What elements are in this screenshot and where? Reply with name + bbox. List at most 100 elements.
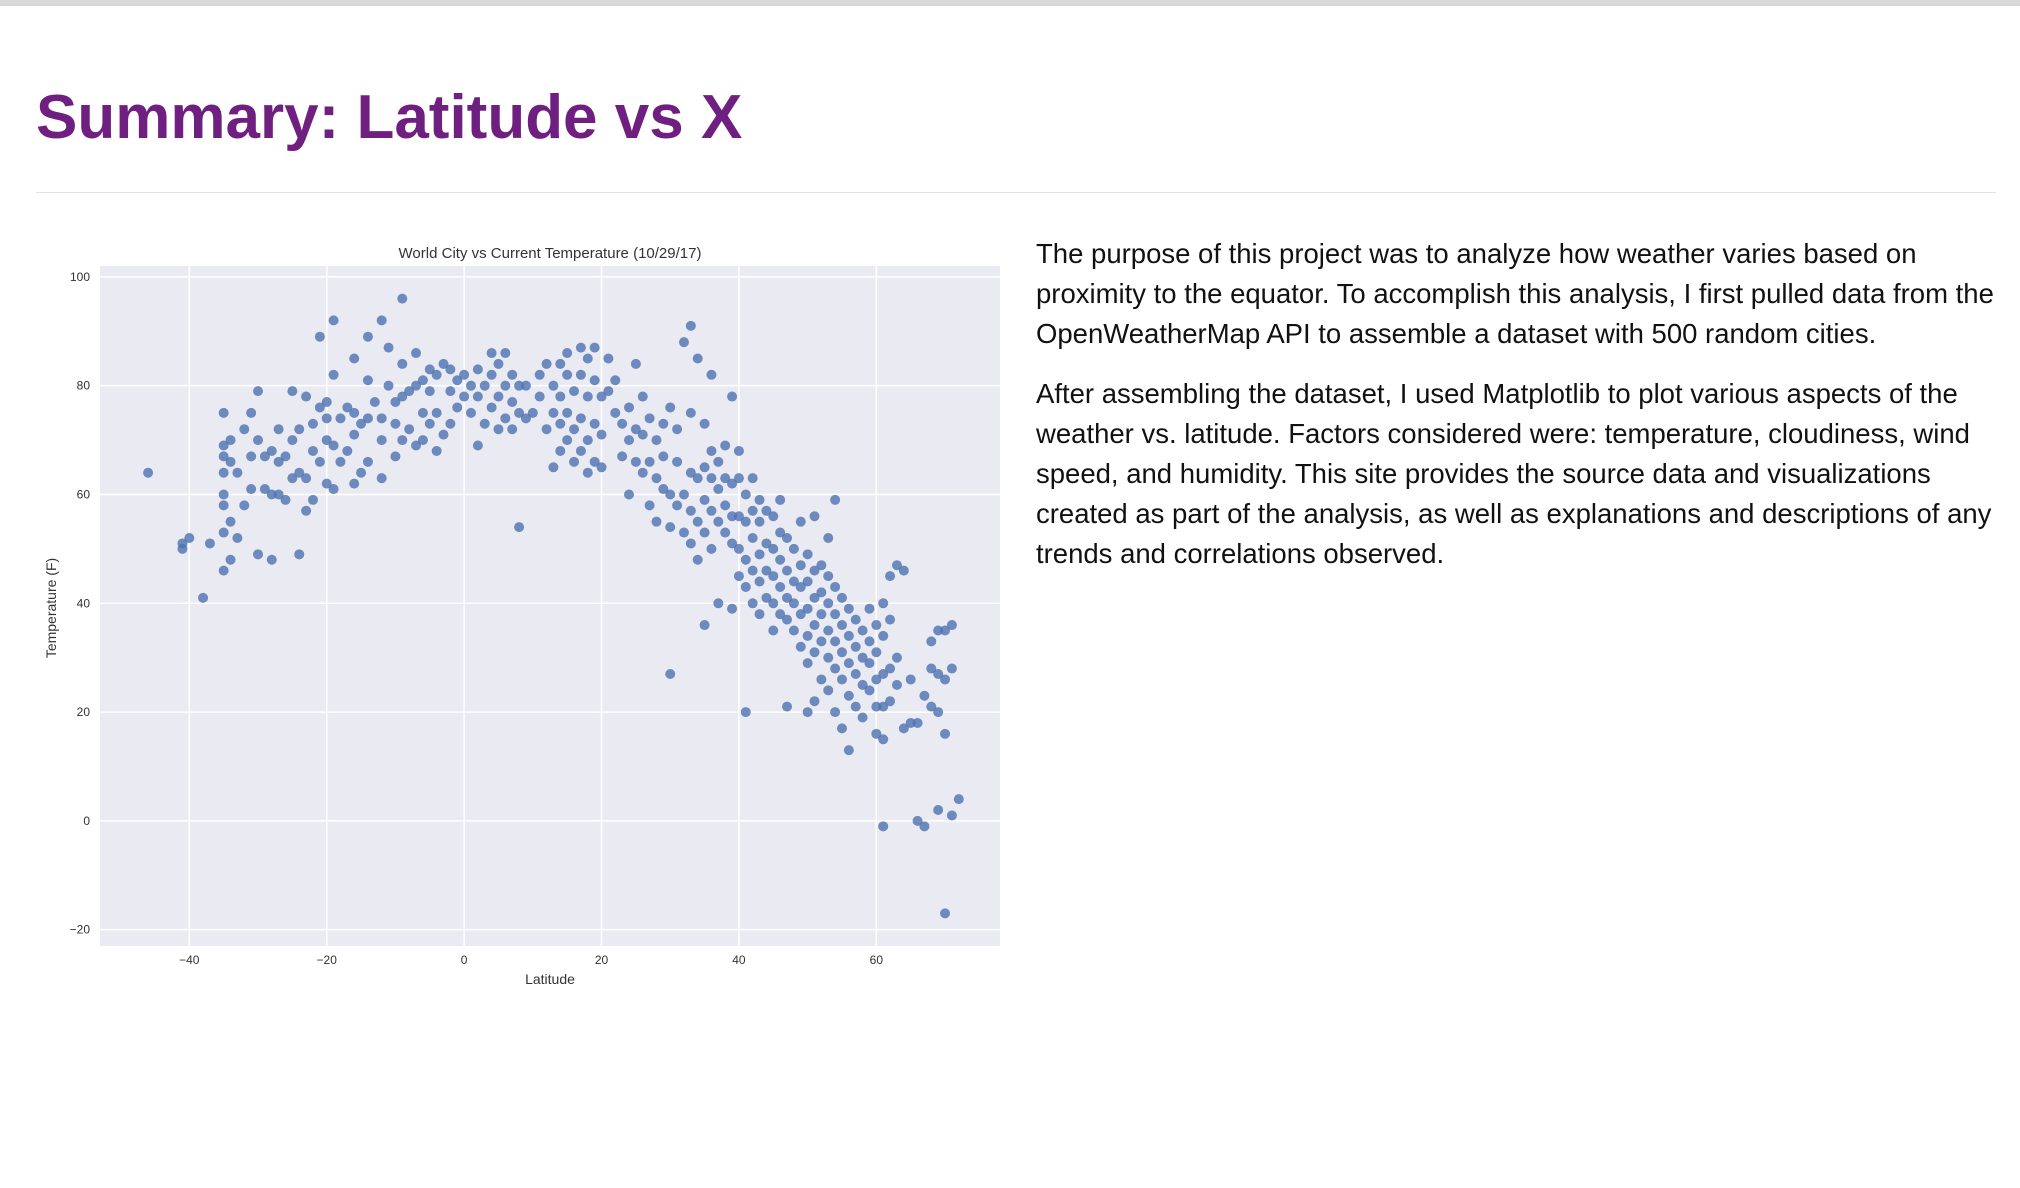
data-point	[630, 358, 641, 369]
data-point	[782, 701, 793, 712]
data-point	[287, 386, 298, 397]
data-point	[472, 364, 483, 375]
data-point	[830, 707, 841, 718]
data-point	[809, 592, 820, 603]
data-point	[843, 690, 854, 701]
data-point	[836, 592, 847, 603]
data-point	[713, 456, 724, 467]
data-point	[747, 473, 758, 484]
data-point	[253, 435, 264, 446]
data-point	[926, 663, 937, 674]
data-point	[830, 663, 841, 674]
data-point	[740, 516, 751, 527]
data-point	[823, 571, 834, 582]
data-point	[747, 505, 758, 516]
data-point	[733, 543, 744, 554]
data-point	[507, 369, 518, 380]
data-point	[472, 440, 483, 451]
data-point	[514, 407, 525, 418]
data-point	[802, 630, 813, 641]
data-point	[713, 484, 724, 495]
data-point	[349, 478, 360, 489]
data-point	[768, 543, 779, 554]
data-point	[740, 707, 751, 718]
data-point	[665, 402, 676, 413]
data-point	[850, 641, 861, 652]
data-point	[575, 413, 586, 424]
data-point	[782, 614, 793, 625]
data-point	[816, 636, 827, 647]
data-point	[589, 456, 600, 467]
data-point	[493, 391, 504, 402]
data-point	[301, 505, 312, 516]
data-point	[940, 625, 951, 636]
data-point	[685, 505, 696, 516]
data-point	[733, 473, 744, 484]
data-point	[830, 581, 841, 592]
data-point	[782, 565, 793, 576]
data-point	[665, 489, 676, 500]
data-point	[733, 511, 744, 522]
data-point	[857, 712, 868, 723]
data-point	[946, 620, 957, 631]
data-point	[383, 342, 394, 353]
data-point	[672, 500, 683, 511]
data-point	[273, 424, 284, 435]
data-point	[678, 489, 689, 500]
data-point	[617, 451, 628, 462]
data-point	[246, 407, 257, 418]
data-point	[665, 669, 676, 679]
data-point	[582, 391, 593, 402]
data-point	[500, 348, 511, 359]
data-point	[898, 565, 909, 576]
data-point	[713, 516, 724, 527]
data-point	[809, 511, 820, 522]
data-point	[727, 478, 738, 489]
data-point	[424, 386, 435, 397]
data-point	[362, 331, 373, 342]
data-point	[431, 407, 442, 418]
data-point	[404, 386, 415, 397]
data-point	[218, 451, 229, 462]
data-point	[912, 717, 923, 728]
data-point	[301, 473, 312, 484]
data-point	[239, 424, 250, 435]
data-point	[424, 418, 435, 429]
x-tick-label: −20	[317, 953, 338, 967]
data-point	[775, 581, 786, 592]
data-point	[342, 445, 353, 456]
data-point	[562, 435, 573, 446]
data-point	[562, 407, 573, 418]
data-point	[314, 402, 325, 413]
data-point	[328, 369, 339, 380]
data-point	[885, 696, 896, 707]
data-point	[727, 538, 738, 549]
data-point	[644, 456, 655, 467]
data-point	[417, 435, 428, 446]
data-point	[747, 598, 758, 609]
data-point	[259, 451, 270, 462]
data-point	[816, 609, 827, 620]
data-point	[630, 424, 641, 435]
data-point	[411, 380, 422, 391]
data-point	[548, 380, 559, 391]
data-point	[761, 538, 772, 549]
data-point	[342, 402, 353, 413]
y-tick-label: −20	[70, 923, 91, 937]
data-point	[775, 609, 786, 620]
data-point	[685, 467, 696, 478]
data-point	[830, 609, 841, 620]
data-point	[953, 794, 964, 805]
data-point	[878, 821, 889, 832]
data-point	[871, 620, 882, 631]
data-point	[390, 418, 401, 429]
data-point	[589, 418, 600, 429]
data-point	[816, 560, 827, 571]
scatter-plot-svg: −40 −20 0 20 40 60 −20 0 20 40 60 80 100 World City…	[43, 245, 1000, 987]
data-point	[933, 707, 944, 718]
data-point	[788, 543, 799, 554]
y-tick-label: 80	[77, 379, 91, 393]
data-point	[624, 435, 635, 446]
data-point	[603, 386, 614, 397]
data-point	[720, 527, 731, 538]
